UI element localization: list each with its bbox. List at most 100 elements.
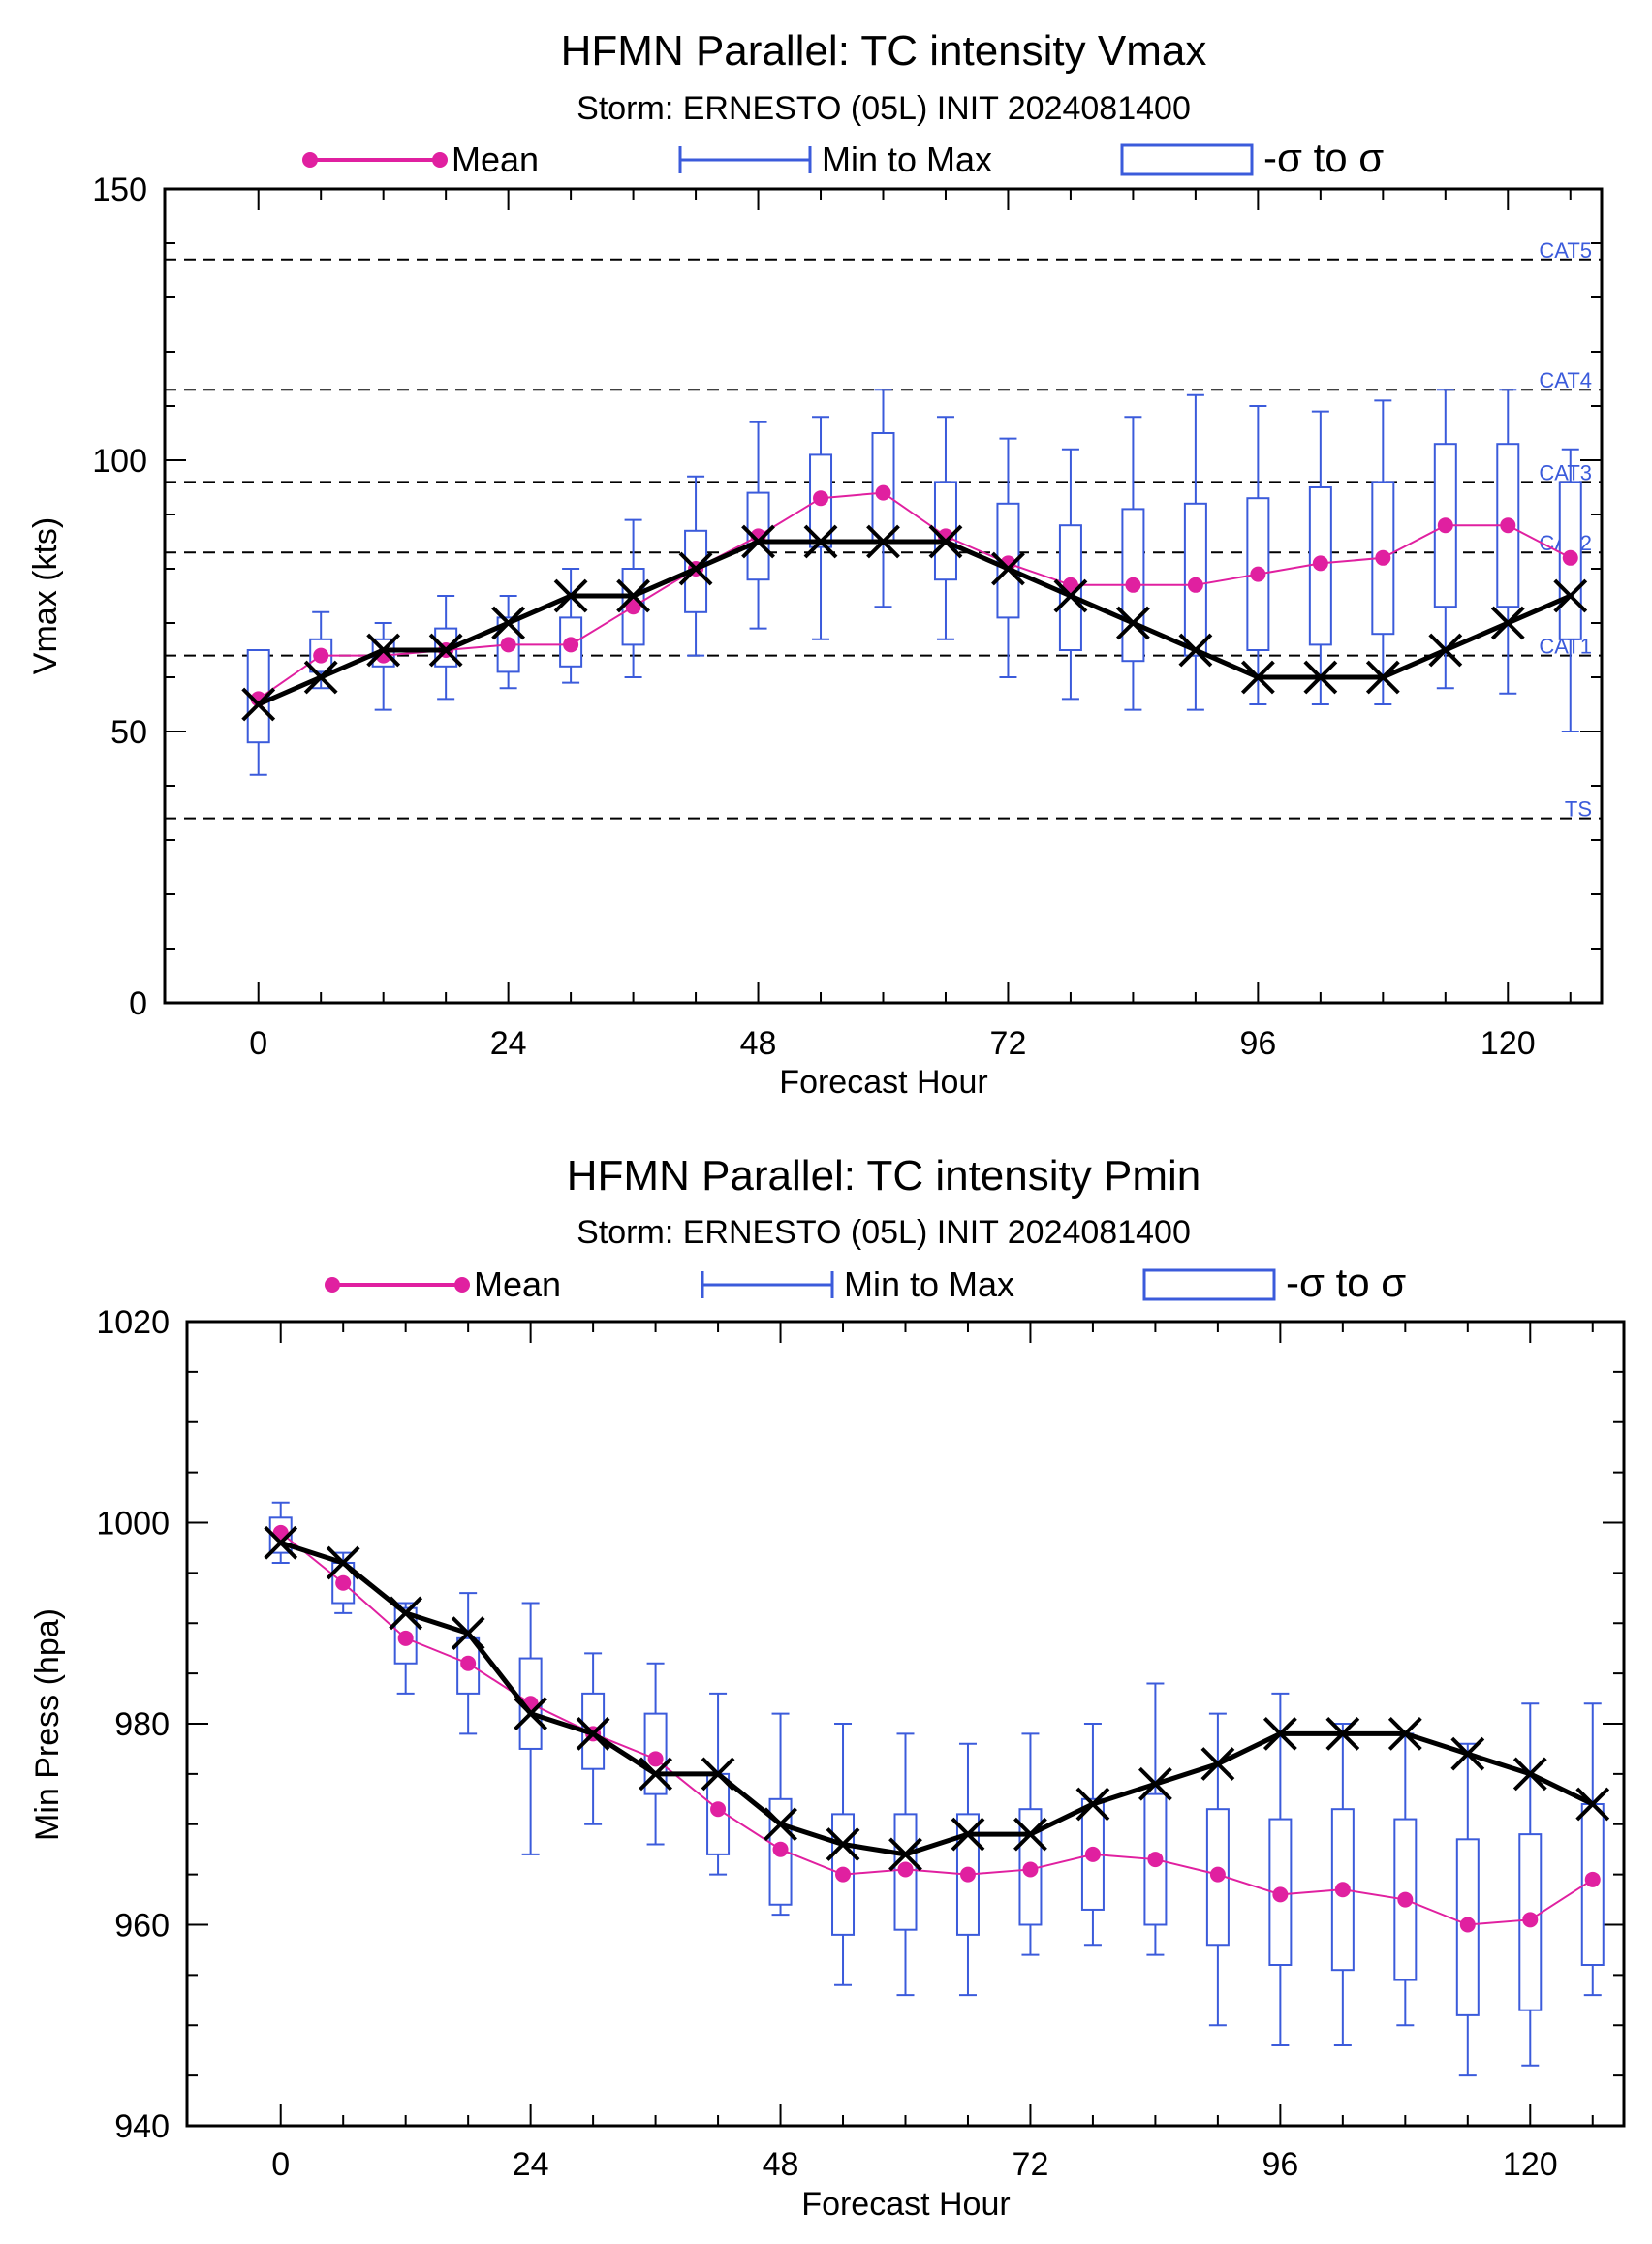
mean-point [1397,1891,1414,1908]
legend-sigma-label: -σ to σ [1286,1260,1406,1305]
x-marker [1075,1787,1110,1822]
category-label-cat3: CAT3 [1539,460,1592,484]
legend-mean-label: Mean [474,1264,561,1304]
x-tick-label: 0 [271,2146,290,2183]
mean-point [897,1861,914,1878]
vmax-y-axis-label: Vmax (kts) [27,517,64,674]
x-tick-label: 120 [1481,1025,1536,1062]
mean-point [1062,577,1078,593]
black-line [279,1540,1594,1857]
vmax-x-axis-label: Forecast Hour [779,1064,987,1101]
x-marker [1138,1766,1172,1801]
x-marker [491,606,526,640]
x-marker [514,1697,548,1731]
y-tick-label: 150 [92,171,147,208]
x-marker [1262,1716,1297,1751]
mean-point [1272,1886,1289,1903]
x-marker [1200,1747,1235,1781]
mean-point [1522,1912,1539,1928]
category-label-ts: TS [1565,797,1592,822]
x-marker [1053,578,1088,613]
mean-point [335,1574,352,1591]
x-marker [1512,1757,1547,1792]
legend-minmax-label: Min to Max [822,140,992,179]
x-marker [616,578,651,613]
x-marker [639,1757,673,1792]
x-tick-label: 24 [513,2146,549,2183]
mean-point [710,1801,727,1818]
x-marker [764,1807,797,1842]
x-marker [241,687,276,722]
x-marker [576,1716,610,1751]
mean-point [1500,517,1516,534]
x-marker [866,524,900,559]
y-tick-label: 50 [110,714,147,751]
mean-point [460,1655,477,1671]
mean-point [1334,1882,1351,1898]
x-marker [826,1827,860,1861]
mean-point [1584,1871,1601,1887]
legend-sigma-box [1120,143,1254,176]
x-marker [303,660,338,695]
mean-point [1125,577,1141,593]
x-tick-label: 72 [1013,2146,1049,2183]
x-marker [1178,633,1213,668]
y-tick-label: 960 [114,1908,170,1945]
x-marker [741,524,775,559]
mean-point [1459,1917,1476,1933]
x-marker [678,551,713,586]
mean-point [813,490,829,507]
x-marker [428,633,463,668]
y-tick-label: 980 [114,1706,170,1743]
x-marker [1490,606,1525,640]
mean-point [625,599,641,615]
pmin-x-axis-label: Forecast Hour [801,2186,1010,2223]
x-marker [1575,1787,1610,1822]
mean-point [1209,1866,1226,1883]
y-tick-label: 940 [114,2108,170,2145]
mean-line [258,491,1572,701]
x-tick-label: 96 [1239,1025,1276,1062]
mean-point [1084,1846,1101,1862]
legend-mean-label: Mean [452,140,539,179]
pmin-y-axis-label: Min Press (hpa) [29,1608,66,1841]
mean-point [772,1841,789,1857]
mean-point [1562,549,1578,566]
x-marker [326,1545,360,1580]
legend-mean-marker-right [454,1277,470,1293]
x-marker [701,1757,735,1792]
x-marker [803,524,838,559]
x-tick-label: 72 [990,1025,1027,1062]
pmin-ticks: 0 24 48 72 96 120 940 960 980 1000 1020 [96,1304,1624,2183]
x-tick-label: 96 [1262,2146,1298,2183]
pmin-chart-subtitle: Storm: ERNESTO (05L) INIT 2024081400 [577,1214,1191,1251]
x-marker [264,1525,298,1560]
x-marker [1387,1716,1422,1751]
mean-point [835,1866,852,1883]
y-tick-label: 0 [129,985,147,1022]
legend-sigma-label: -σ to σ [1263,135,1384,180]
vmax-black-series [241,524,1588,722]
mean-point [1375,549,1391,566]
mean-point [1187,577,1203,593]
y-tick-label: 1000 [96,1506,170,1543]
mean-point [959,1866,976,1883]
x-tick-label: 48 [740,1025,777,1062]
x-marker [1325,1716,1360,1751]
category-label-cat5: CAT5 [1539,238,1592,263]
mean-point [1250,566,1266,582]
mean-point [563,637,579,653]
x-marker [553,578,588,613]
vmax-legend: Mean Min to Max -σ to σ [302,135,1384,180]
x-marker [389,1596,423,1631]
mean-point [1147,1852,1164,1868]
x-marker [1553,578,1588,613]
vmax-chart-title: HFMN Parallel: TC intensity Vmax [561,27,1207,75]
pmin-chart-title: HFMN Parallel: TC intensity Pmin [567,1152,1200,1200]
vmax-chart: HFMN Parallel: TC intensity Vmax Storm: … [27,27,1604,1101]
mean-line [280,1532,1594,1926]
x-marker [1115,606,1150,640]
y-tick-label: 100 [92,443,147,480]
y-tick-label: 1020 [96,1304,170,1341]
